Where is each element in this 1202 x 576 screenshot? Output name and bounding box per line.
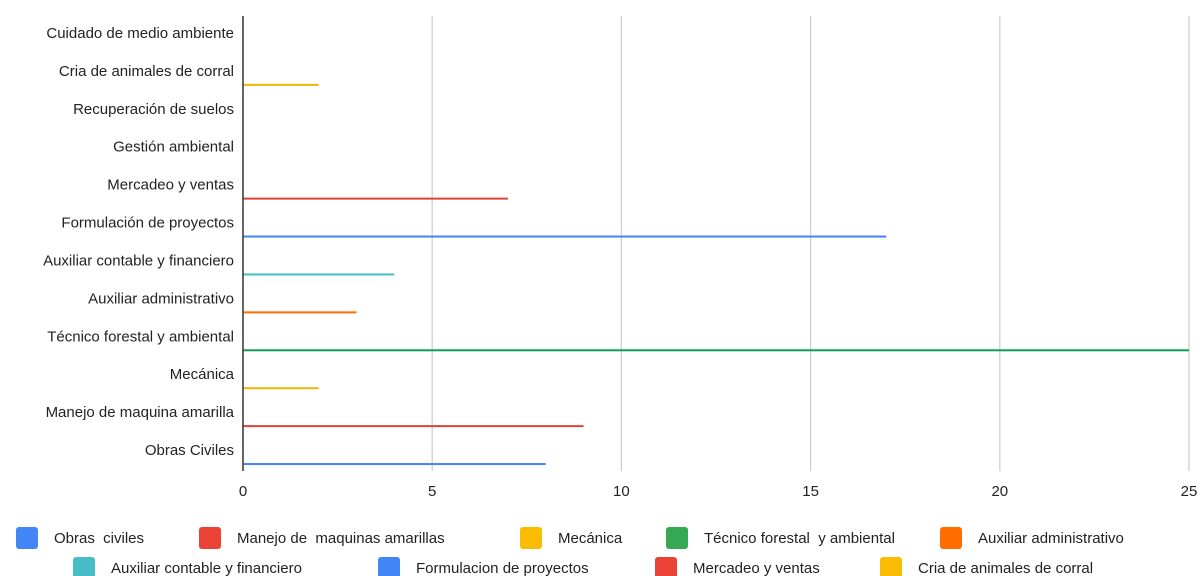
bar-obras-civiles (243, 463, 546, 466)
legend-label-tecnico-forestal-y-ambiental: Técnico forestal y ambiental (704, 530, 895, 547)
legend-label-formulacion-de-proyectos: Formulacion de proyectos (416, 560, 589, 576)
category-label-cria-de-animales-de-corral: Cria de animales de corral (59, 63, 234, 80)
grid-lines (431, 16, 1190, 471)
legend: Obras civiles Manejo de maquinas amarilla… (16, 527, 1124, 576)
x-tick-label: 15 (802, 483, 819, 500)
legend-swatch-auxiliar-administrativo (940, 527, 962, 549)
legend-swatch-auxiliar-contable-y-financiero (73, 557, 95, 576)
bar-tecnico-forestal-y-ambiental (243, 349, 1189, 352)
x-tick-labels: 0 5 10 15 20 25 (239, 483, 1198, 500)
x-tick-label: 25 (1181, 483, 1198, 500)
bar-auxiliar-administrativo (243, 311, 357, 314)
bar-auxiliar-contable-y-financiero (243, 273, 395, 276)
category-label-manejo-de-maquina-amarilla: Manejo de maquina amarilla (46, 404, 235, 421)
category-label-mecanica: Mecánica (170, 366, 235, 383)
legend-swatch-mercadeo-y-ventas (655, 557, 677, 576)
bar-cria-de-animales-de-corral (243, 83, 319, 86)
legend-label-mecanica: Mecánica (558, 530, 623, 547)
legend-label-mercadeo-y-ventas: Mercadeo y ventas (693, 560, 820, 576)
bar-mercadeo-y-ventas (243, 197, 508, 200)
category-label-formulacion-de-proyectos: Formulación de proyectos (61, 215, 234, 232)
x-tick-label: 20 (991, 483, 1008, 500)
category-label-obras-civiles: Obras Civiles (145, 442, 234, 459)
x-tick-label: 10 (613, 483, 630, 500)
legend-label-manejo-de-maquinas-amarillas: Manejo de maquinas amarillas (237, 530, 445, 547)
legend-swatch-manejo-de-maquinas-amarillas (199, 527, 221, 549)
category-label-recuperacion-de-suelos: Recuperación de suelos (73, 101, 234, 118)
legend-swatch-obras-civiles (16, 527, 38, 549)
legend-label-auxiliar-contable-y-financiero: Auxiliar contable y financiero (111, 560, 302, 576)
x-tick-label: 5 (428, 483, 436, 500)
category-label-mercadeo-y-ventas: Mercadeo y ventas (107, 177, 234, 194)
bars (243, 83, 1189, 466)
bar-manejo-de-maquina-amarilla (243, 425, 584, 428)
legend-swatch-formulacion-de-proyectos (378, 557, 400, 576)
category-label-tecnico-forestal-y-ambiental: Técnico forestal y ambiental (47, 328, 234, 345)
bar-formulacion-de-proyectos (243, 235, 887, 238)
category-label-cuidado-de-medio-ambiente: Cuidado de medio ambiente (46, 25, 234, 42)
legend-swatch-cria-de-animales-de-corral (880, 557, 902, 576)
legend-label-obras-civiles: Obras civiles (54, 530, 144, 547)
x-tick-label: 0 (239, 483, 247, 500)
category-labels: Cuidado de medio ambiente Cria de animale… (43, 25, 235, 459)
legend-swatch-tecnico-forestal-y-ambiental (666, 527, 688, 549)
legend-swatch-mecanica (520, 527, 542, 549)
category-label-auxiliar-administrativo: Auxiliar administrativo (88, 290, 234, 307)
category-label-gestion-ambiental: Gestión ambiental (113, 139, 234, 156)
category-label-auxiliar-contable-y-financiero: Auxiliar contable y financiero (43, 252, 234, 269)
legend-label-auxiliar-administrativo: Auxiliar administrativo (978, 530, 1124, 547)
bar-mecanica (243, 387, 319, 390)
legend-label-cria-de-animales-de-corral: Cria de animales de corral (918, 560, 1093, 576)
